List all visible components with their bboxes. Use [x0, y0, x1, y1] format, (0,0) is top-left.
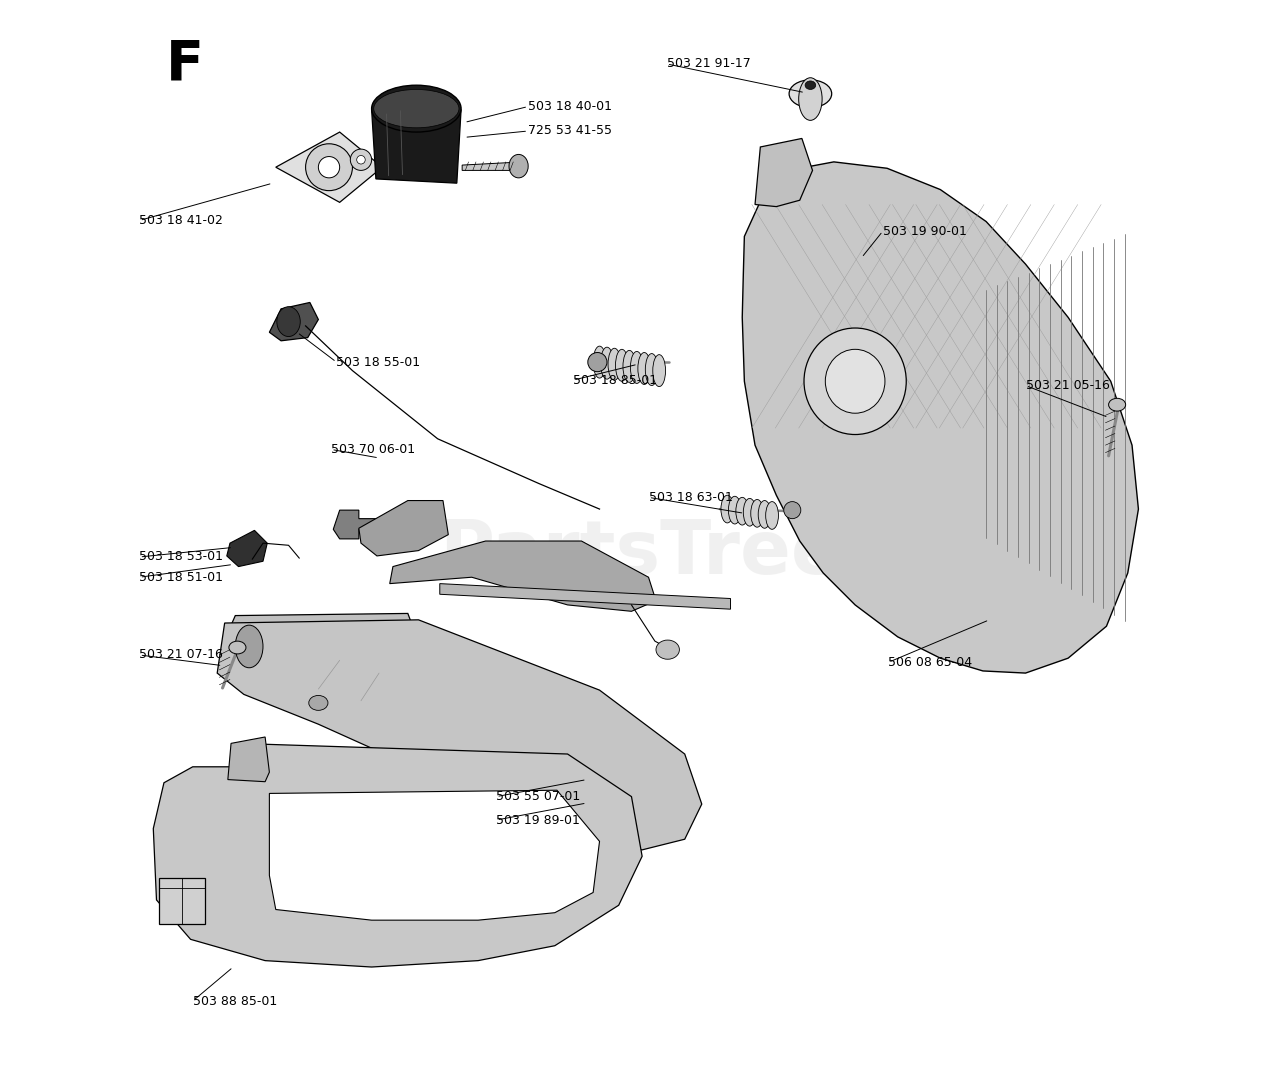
Ellipse shape [608, 348, 621, 380]
Ellipse shape [276, 307, 301, 337]
Text: 503 18 63-01: 503 18 63-01 [649, 491, 732, 504]
Text: 503 19 90-01: 503 19 90-01 [883, 225, 966, 237]
Polygon shape [269, 790, 599, 920]
Ellipse shape [588, 353, 607, 372]
Ellipse shape [308, 695, 328, 710]
Polygon shape [228, 613, 415, 675]
Polygon shape [269, 302, 319, 341]
Ellipse shape [736, 497, 749, 525]
Ellipse shape [645, 354, 658, 386]
Text: 503 88 85-01: 503 88 85-01 [193, 995, 276, 1007]
Text: 503 21 07-16: 503 21 07-16 [140, 649, 223, 661]
Ellipse shape [783, 502, 801, 519]
Ellipse shape [804, 328, 906, 435]
Ellipse shape [319, 157, 339, 178]
Polygon shape [742, 162, 1138, 673]
Text: 503 55 07-01: 503 55 07-01 [497, 790, 580, 803]
Ellipse shape [351, 149, 371, 170]
Text: 503 21 91-17: 503 21 91-17 [667, 58, 750, 70]
Polygon shape [228, 737, 269, 782]
Text: 503 18 40-01: 503 18 40-01 [529, 100, 612, 113]
Ellipse shape [593, 346, 605, 378]
Text: PartsTree: PartsTree [439, 518, 841, 590]
Ellipse shape [374, 89, 460, 128]
Polygon shape [275, 132, 383, 202]
Text: 503 18 53-01: 503 18 53-01 [140, 551, 224, 563]
Ellipse shape [509, 154, 529, 178]
Ellipse shape [758, 501, 771, 528]
Polygon shape [358, 501, 448, 556]
Ellipse shape [788, 80, 832, 108]
Ellipse shape [826, 349, 884, 413]
Text: F: F [166, 37, 204, 92]
Polygon shape [755, 138, 813, 207]
Text: 503 21 05-16: 503 21 05-16 [1025, 379, 1110, 392]
Ellipse shape [357, 155, 365, 164]
Polygon shape [440, 584, 731, 609]
Ellipse shape [623, 350, 636, 382]
Ellipse shape [765, 502, 778, 529]
Ellipse shape [799, 78, 822, 120]
Text: 503 70 06-01: 503 70 06-01 [332, 443, 415, 456]
Ellipse shape [1108, 398, 1125, 411]
Ellipse shape [631, 351, 643, 383]
Ellipse shape [728, 496, 741, 524]
Text: 503 19 89-01: 503 19 89-01 [497, 814, 580, 826]
Polygon shape [227, 530, 268, 567]
Ellipse shape [637, 353, 650, 384]
Text: 503 18 55-01: 503 18 55-01 [337, 356, 421, 368]
Polygon shape [371, 110, 461, 183]
Text: 725 53 41-55: 725 53 41-55 [529, 125, 612, 137]
Text: 503 18 85-01: 503 18 85-01 [573, 374, 657, 387]
Ellipse shape [306, 144, 352, 191]
Ellipse shape [236, 625, 262, 668]
Ellipse shape [653, 355, 666, 387]
Polygon shape [159, 878, 206, 924]
Polygon shape [218, 620, 701, 850]
Ellipse shape [721, 495, 733, 523]
Polygon shape [462, 162, 522, 170]
Ellipse shape [229, 641, 246, 654]
Polygon shape [154, 743, 643, 967]
Polygon shape [389, 541, 655, 611]
Text: 506 08 65-04: 506 08 65-04 [888, 656, 973, 669]
Ellipse shape [600, 347, 613, 379]
Ellipse shape [655, 640, 680, 659]
Text: 503 18 41-02: 503 18 41-02 [140, 214, 223, 227]
Ellipse shape [751, 499, 764, 527]
Ellipse shape [744, 498, 756, 526]
Polygon shape [333, 510, 383, 539]
Ellipse shape [371, 85, 461, 132]
Ellipse shape [616, 349, 628, 381]
Text: 503 18 51-01: 503 18 51-01 [140, 571, 224, 584]
Ellipse shape [805, 81, 815, 89]
